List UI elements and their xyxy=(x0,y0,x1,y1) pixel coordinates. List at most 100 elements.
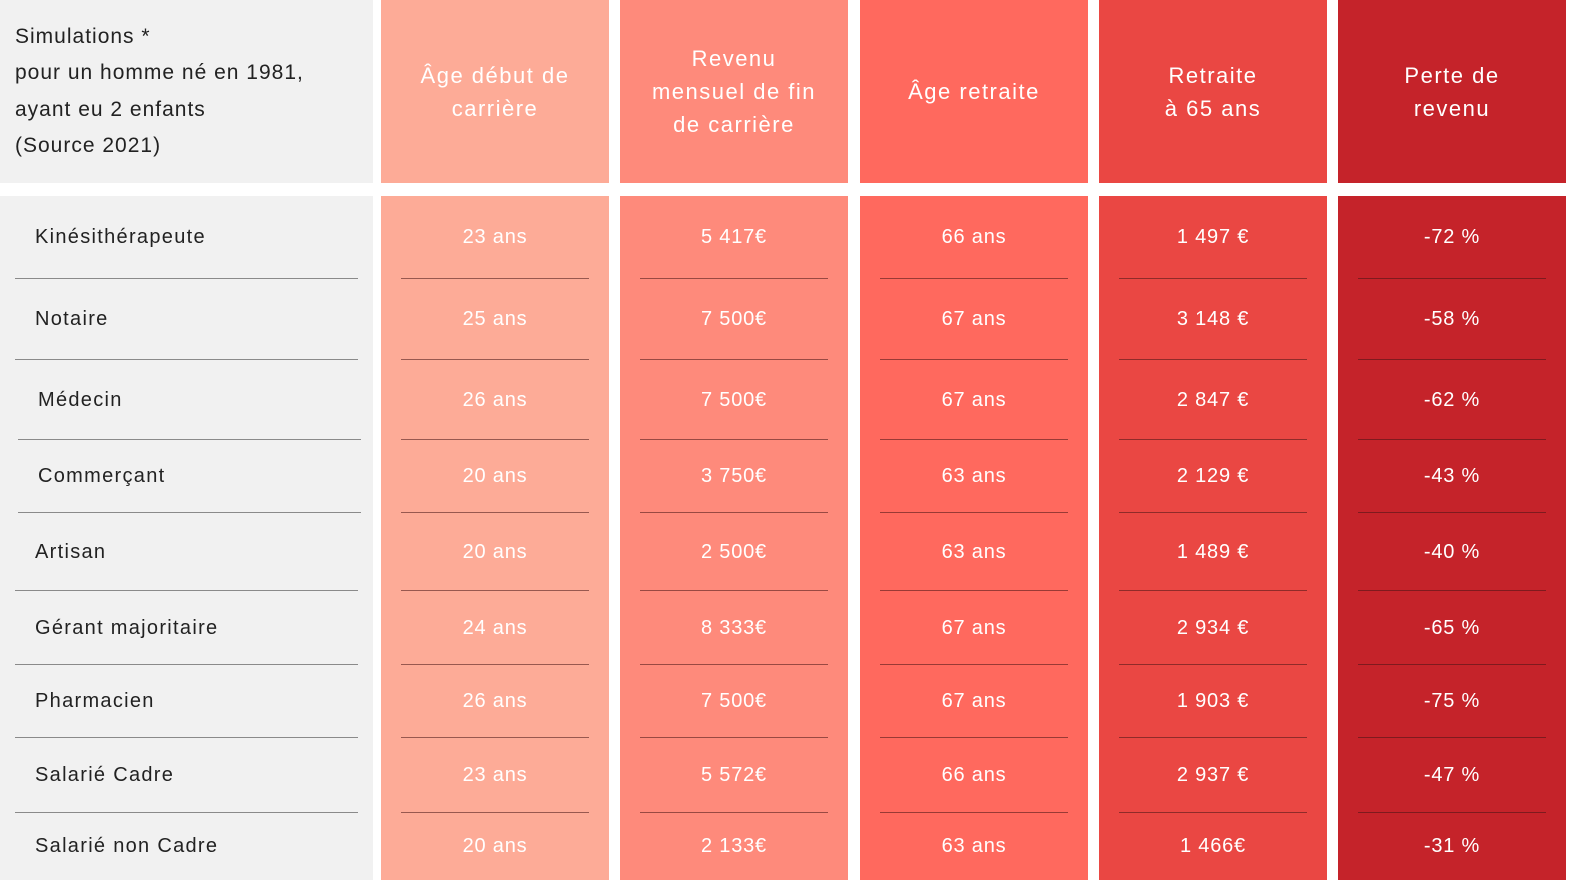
row-divider xyxy=(1119,812,1307,813)
cell-perte-revenu: -40 % xyxy=(1423,540,1481,563)
row-divider xyxy=(1358,812,1546,813)
column-body-age-retraite: 66 ans 67 ans 67 ans 63 ans 63 ans 67 ans 67 a… xyxy=(860,196,1088,880)
row-divider xyxy=(1119,439,1307,440)
cell-age-retraite: 63 ans xyxy=(941,465,1007,487)
cell-perte-revenu: -75 % xyxy=(1423,690,1481,712)
column-revenu-fin-carriere: Revenu mensuel de fin de carrière 5 417€ 7… xyxy=(620,0,848,880)
cell-perte-revenu: -72 % xyxy=(1423,226,1481,248)
row-divider xyxy=(1119,512,1307,513)
row-divider xyxy=(640,512,828,513)
row-label: Kinésithérapeute xyxy=(35,226,206,248)
row-divider xyxy=(15,737,358,738)
column-age-debut: Âge début de carrière 23 ans 25 ans 26 ans 2… xyxy=(381,0,609,880)
row-divider xyxy=(640,439,828,440)
cell-perte-revenu: -62 % xyxy=(1423,388,1481,411)
cell-age-retraite: 66 ans xyxy=(941,226,1007,248)
cell-age-debut: 20 ans xyxy=(462,465,528,487)
row-divider xyxy=(880,439,1068,440)
row-divider xyxy=(880,278,1068,279)
row-label: Salarié Cadre xyxy=(35,764,175,786)
row-divider xyxy=(401,812,589,813)
cell-retraite-65: 2 934 € xyxy=(1176,616,1250,639)
row-divider xyxy=(1119,737,1307,738)
cell-retraite-65: 3 148 € xyxy=(1176,308,1250,330)
column-header-perte-revenu: Perte de revenu xyxy=(1338,0,1566,183)
column-age-retraite: Âge retraite 66 ans 67 ans 67 ans 63 ans 63 a… xyxy=(860,0,1088,880)
label-column-body: Kinésithérapeute Notaire Médecin Commerçant… xyxy=(0,196,373,880)
row-divider xyxy=(640,590,828,591)
row-divider xyxy=(1358,278,1546,279)
row-divider xyxy=(18,439,361,440)
cell-age-retraite: 67 ans xyxy=(941,388,1007,411)
row-divider xyxy=(880,590,1068,591)
cell-age-retraite: 63 ans xyxy=(941,540,1007,563)
row-divider xyxy=(401,590,589,591)
row-divider xyxy=(640,812,828,813)
column-header-age-debut: Âge début de carrière xyxy=(381,0,609,183)
row-divider xyxy=(1358,512,1546,513)
row-divider xyxy=(15,812,358,813)
cell-revenu-fin-carriere: 2 500€ xyxy=(701,540,767,563)
cell-age-debut: 25 ans xyxy=(462,308,528,330)
row-divider xyxy=(880,664,1068,665)
cell-retraite-65: 1 497 € xyxy=(1176,226,1250,248)
cell-revenu-fin-carriere: 7 500€ xyxy=(701,690,767,712)
row-label: Artisan xyxy=(35,540,107,563)
cell-retraite-65: 1 489 € xyxy=(1176,540,1250,563)
column-perte-revenu: Perte de revenu -72 % -58 % -62 % -43 % -40 %… xyxy=(1338,0,1566,880)
row-label: Commerçant xyxy=(38,465,166,487)
cell-age-debut: 23 ans xyxy=(462,764,528,786)
row-divider xyxy=(1119,590,1307,591)
row-divider xyxy=(880,512,1068,513)
row-divider xyxy=(401,512,589,513)
column-body-age-debut: 23 ans 25 ans 26 ans 20 ans 20 ans 24 ans 26 a… xyxy=(381,196,609,880)
column-retraite-65: Retraite à 65 ans 1 497 € 3 148 € 2 847 € 2 … xyxy=(1099,0,1327,880)
cell-age-debut: 26 ans xyxy=(462,388,528,411)
row-divider xyxy=(640,737,828,738)
row-divider xyxy=(1119,278,1307,279)
cell-perte-revenu: -31 % xyxy=(1423,835,1481,857)
row-label: Gérant majoritaire xyxy=(35,616,219,639)
column-header-retraite-65: Retraite à 65 ans xyxy=(1099,0,1327,183)
cell-age-retraite: 67 ans xyxy=(941,690,1007,712)
cell-retraite-65: 2 847 € xyxy=(1176,388,1250,411)
column-body-perte-revenu: -72 % -58 % -62 % -43 % -40 % -65 % -75 % -47 %… xyxy=(1338,196,1566,880)
cell-age-retraite: 66 ans xyxy=(941,764,1007,786)
row-divider xyxy=(1358,590,1546,591)
cell-revenu-fin-carriere: 7 500€ xyxy=(701,308,767,330)
cell-age-retraite: 63 ans xyxy=(941,835,1007,857)
row-divider xyxy=(1358,359,1546,360)
cell-age-retraite: 67 ans xyxy=(941,616,1007,639)
cell-perte-revenu: -43 % xyxy=(1423,465,1481,487)
column-body-retraite-65: 1 497 € 3 148 € 2 847 € 2 129 € 1 489 € 2 934… xyxy=(1099,196,1327,880)
row-divider xyxy=(880,359,1068,360)
cell-retraite-65: 2 937 € xyxy=(1176,764,1250,786)
row-label: Pharmacien xyxy=(35,690,155,712)
cell-age-debut: 20 ans xyxy=(462,540,528,563)
row-divider xyxy=(18,512,361,513)
cell-perte-revenu: -58 % xyxy=(1423,308,1481,330)
row-divider xyxy=(880,737,1068,738)
cell-revenu-fin-carriere: 8 333€ xyxy=(701,616,767,639)
cell-retraite-65: 1 466€ xyxy=(1180,835,1246,857)
row-divider xyxy=(1119,359,1307,360)
cell-age-debut: 26 ans xyxy=(462,690,528,712)
cell-retraite-65: 2 129 € xyxy=(1176,465,1250,487)
row-label: Médecin xyxy=(38,388,123,411)
row-label: Notaire xyxy=(35,308,109,330)
row-divider xyxy=(15,359,358,360)
row-divider xyxy=(880,812,1068,813)
label-column: Simulations * pour un homme né en 1981, … xyxy=(0,0,373,880)
cell-revenu-fin-carriere: 5 572€ xyxy=(701,764,767,786)
cell-perte-revenu: -65 % xyxy=(1423,616,1481,639)
cell-age-debut: 20 ans xyxy=(462,835,528,857)
row-divider xyxy=(15,664,358,665)
cell-revenu-fin-carriere: 2 133€ xyxy=(701,835,767,857)
row-divider xyxy=(1358,737,1546,738)
column-header-age-retraite: Âge retraite xyxy=(860,0,1088,183)
column-body-revenu-fin-carriere: 5 417€ 7 500€ 7 500€ 3 750€ 2 500€ 8 333€ 7 50… xyxy=(620,196,848,880)
row-divider xyxy=(15,278,358,279)
column-header-revenu-fin-carriere: Revenu mensuel de fin de carrière xyxy=(620,0,848,183)
row-divider xyxy=(640,359,828,360)
row-label: Salarié non Cadre xyxy=(35,835,219,857)
